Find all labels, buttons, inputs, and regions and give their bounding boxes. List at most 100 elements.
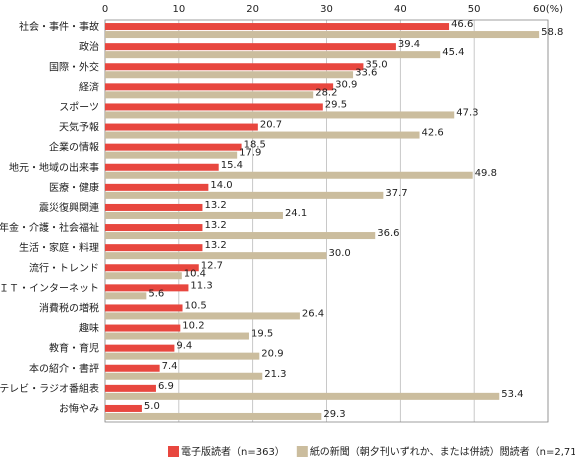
data-label: 29.5 bbox=[325, 99, 347, 110]
data-label: 20.9 bbox=[261, 349, 283, 360]
bar bbox=[105, 272, 182, 280]
legend-swatch bbox=[296, 446, 308, 457]
bar bbox=[105, 364, 160, 372]
y-tick-label: 社会・事件・事故 bbox=[19, 20, 99, 33]
data-label: 6.9 bbox=[158, 381, 174, 392]
bar bbox=[105, 143, 242, 151]
y-tick-label: 天気予報 bbox=[59, 121, 99, 134]
bar bbox=[105, 111, 455, 119]
data-label: 18.5 bbox=[244, 140, 266, 151]
legend-swatch bbox=[168, 446, 179, 457]
data-label: 49.8 bbox=[475, 168, 497, 179]
y-tick-label: 趣味 bbox=[79, 322, 99, 335]
y-tick-label: 消費税の増税 bbox=[39, 301, 99, 314]
x-tick-label: 30 bbox=[320, 4, 333, 15]
x-tick-label: 40 bbox=[394, 4, 407, 15]
bar bbox=[105, 384, 156, 392]
y-tick-label: 地元・地域の出来事 bbox=[9, 161, 99, 174]
data-label: 30.9 bbox=[335, 79, 357, 90]
data-label: 17.9 bbox=[239, 148, 261, 159]
data-label: 10.2 bbox=[182, 321, 204, 332]
y-tick-label: 医療・健康 bbox=[49, 181, 99, 194]
data-label: 11.3 bbox=[190, 280, 212, 291]
y-tick-label: 流行・トレンド bbox=[29, 261, 99, 274]
y-tick-label: ＩＴ・インターネット bbox=[0, 282, 99, 294]
y-tick-label: 教育・育児 bbox=[49, 342, 99, 355]
bar bbox=[105, 63, 364, 71]
bar bbox=[105, 43, 396, 51]
data-label: 33.6 bbox=[355, 67, 377, 78]
data-label: 26.4 bbox=[302, 308, 324, 319]
data-label: 42.6 bbox=[422, 128, 444, 139]
y-tick-label: 政治 bbox=[79, 40, 99, 53]
y-tick-label: テレビ・ラジオ番組表 bbox=[0, 382, 99, 395]
y-tick-label: お悔やみ bbox=[59, 402, 99, 415]
data-label: 21.3 bbox=[264, 369, 286, 380]
data-label: 53.4 bbox=[501, 389, 523, 400]
bar bbox=[105, 183, 209, 191]
y-tick-label: 本の紹介・書評 bbox=[29, 362, 99, 375]
bar bbox=[105, 332, 249, 340]
bar bbox=[105, 352, 260, 360]
data-label: 29.3 bbox=[323, 409, 345, 420]
data-label: 7.4 bbox=[162, 361, 178, 372]
data-label: 46.6 bbox=[451, 19, 473, 30]
data-label: 19.5 bbox=[251, 329, 273, 340]
bar bbox=[105, 31, 540, 39]
bar bbox=[105, 103, 323, 111]
y-tick-label: 経済 bbox=[79, 80, 99, 93]
y-tick-label: 年金・介護・社会福祉 bbox=[0, 221, 99, 234]
bar bbox=[105, 404, 142, 412]
bar bbox=[105, 91, 314, 99]
bar bbox=[105, 344, 175, 352]
data-label: 36.6 bbox=[377, 228, 399, 239]
y-tick-label: スポーツ bbox=[59, 101, 99, 113]
data-label: 12.7 bbox=[201, 260, 223, 271]
bar bbox=[105, 71, 354, 79]
data-label: 5.6 bbox=[148, 288, 164, 299]
legend-label: 電子版読者（n=363） bbox=[181, 445, 285, 458]
bar bbox=[105, 203, 203, 211]
data-label: 13.2 bbox=[204, 200, 226, 211]
bar bbox=[105, 292, 147, 300]
y-tick-label: 国際・外交 bbox=[49, 60, 99, 73]
data-label: 15.4 bbox=[221, 160, 243, 171]
bar bbox=[105, 131, 420, 139]
data-label: 20.7 bbox=[260, 120, 282, 131]
legend-label: 紙の新聞（朝夕刊いずれか、または併読）閲読者（n=2,714） bbox=[310, 445, 575, 458]
y-tick-label: 生活・家庭・料理 bbox=[19, 241, 99, 254]
data-label: 13.2 bbox=[204, 240, 226, 251]
bar bbox=[105, 412, 322, 420]
data-label: 58.8 bbox=[541, 27, 563, 38]
bar bbox=[105, 324, 181, 332]
plot-frame bbox=[104, 19, 549, 423]
bar bbox=[105, 284, 189, 292]
bar bbox=[105, 51, 441, 59]
bar bbox=[105, 392, 500, 400]
data-label: 28.2 bbox=[315, 87, 337, 98]
bar bbox=[105, 23, 450, 31]
bar bbox=[105, 151, 238, 159]
data-label: 5.0 bbox=[144, 401, 160, 412]
bar bbox=[105, 224, 203, 232]
data-label: 9.4 bbox=[176, 341, 192, 352]
bar bbox=[105, 244, 203, 252]
bar bbox=[105, 232, 376, 240]
bar bbox=[105, 312, 300, 320]
data-label: 24.1 bbox=[285, 208, 307, 219]
bar bbox=[105, 163, 219, 171]
data-label: 14.0 bbox=[210, 180, 232, 191]
bar bbox=[105, 372, 263, 380]
data-label: 35.0 bbox=[365, 59, 387, 70]
y-tick-label: 震災復興関連 bbox=[39, 201, 99, 214]
data-label: 37.7 bbox=[385, 188, 407, 199]
x-tick-label: 0 bbox=[102, 4, 108, 15]
data-label: 10.5 bbox=[185, 300, 207, 311]
data-label: 30.0 bbox=[329, 248, 351, 259]
data-label: 47.3 bbox=[456, 107, 478, 118]
bar bbox=[105, 191, 384, 199]
data-label: 39.4 bbox=[398, 39, 420, 50]
bar bbox=[105, 264, 199, 272]
bar bbox=[105, 83, 334, 91]
